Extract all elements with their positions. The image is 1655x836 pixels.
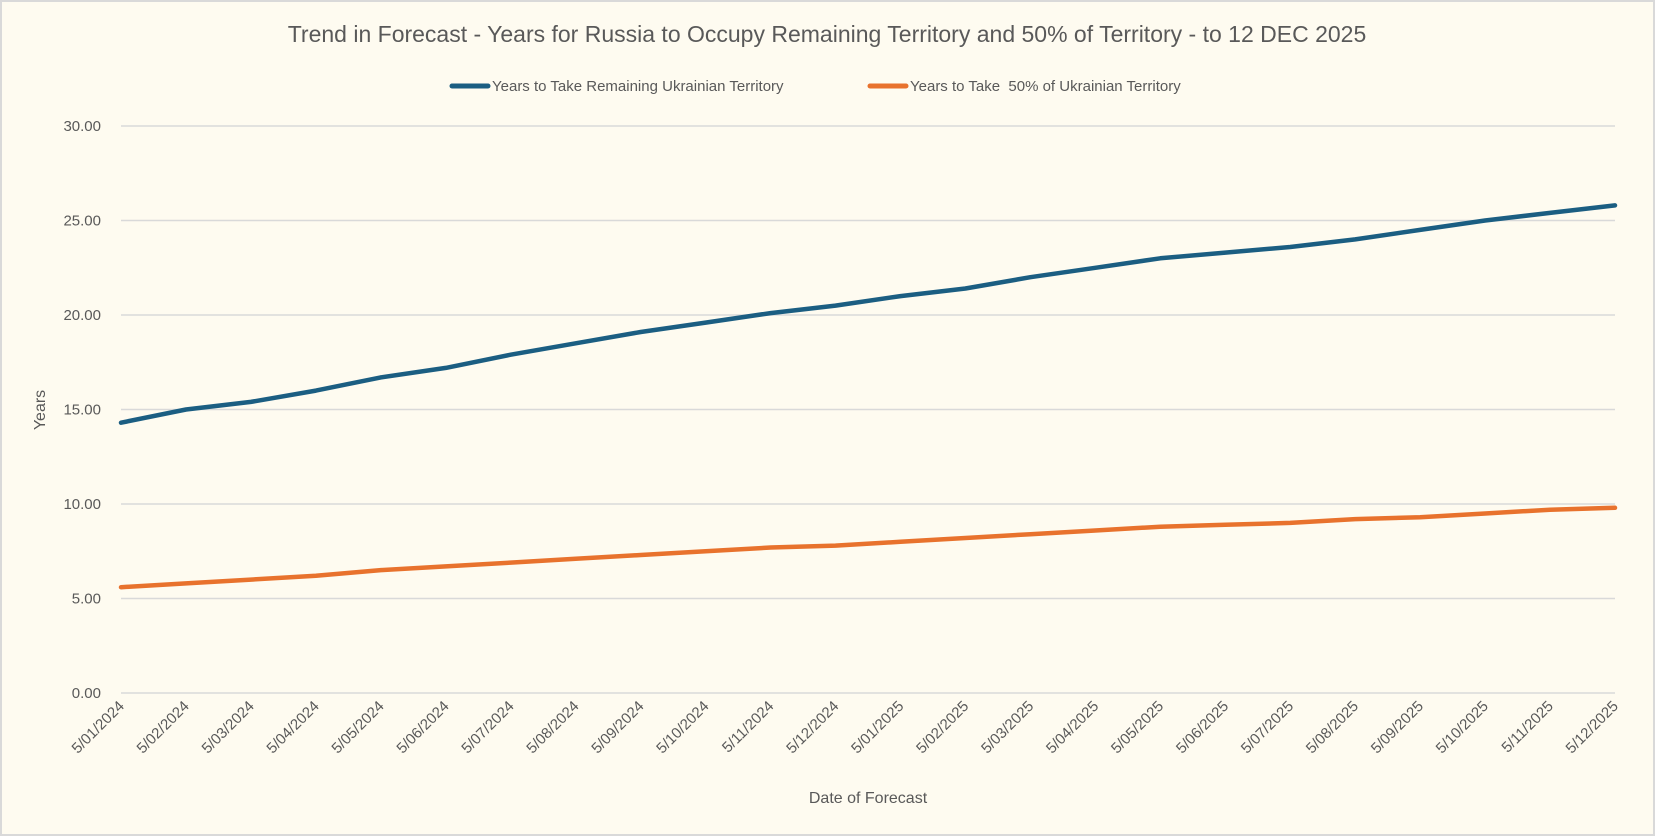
x-tick-label: 5/12/2024	[783, 698, 842, 757]
series-line-1	[118, 505, 1618, 590]
x-tick-label: 5/04/2024	[263, 698, 322, 757]
y-axis: 0.00 5.00 10.00 15.00 20.00 25.00 30.00	[63, 118, 101, 702]
x-tick-label: 5/09/2024	[588, 698, 647, 757]
x-tick-label: 5/07/2024	[458, 698, 517, 757]
y-tick-label: 15.00	[63, 402, 101, 419]
x-tick-label: 5/12/2025	[1563, 698, 1622, 757]
chart-title: Trend in Forecast - Years for Russia to …	[288, 21, 1367, 47]
x-tick-label: 5/07/2025	[1238, 698, 1297, 757]
y-tick-label: 5.00	[72, 591, 101, 608]
y-tick-label: 10.00	[63, 496, 101, 513]
series-line-0	[118, 203, 1618, 425]
y-tick-label: 30.00	[63, 118, 101, 135]
x-tick-label: 5/11/2024	[719, 698, 777, 756]
x-tick-label: 5/08/2024	[523, 698, 582, 757]
y-axis-title: Years	[32, 390, 49, 430]
x-axis: 5/01/2024 5/02/2024 5/03/2024 5/04/2024 5/05…	[69, 698, 1622, 757]
y-tick-label: 25.00	[63, 213, 101, 230]
x-tick-label: 5/10/2024	[653, 698, 712, 757]
y-tick-label: 0.00	[72, 685, 101, 702]
x-tick-label: 5/09/2025	[1368, 698, 1427, 757]
x-axis-title: Date of Forecast	[809, 790, 928, 807]
x-tick-label: 5/03/2025	[978, 698, 1037, 757]
x-tick-label: 5/02/2025	[913, 698, 972, 757]
gridlines	[121, 125, 1615, 694]
series-lines	[118, 203, 1618, 590]
x-tick-label: 5/06/2024	[393, 698, 452, 757]
x-tick-label: 5/11/2025	[1498, 698, 1556, 756]
x-tick-label: 5/10/2025	[1433, 698, 1492, 757]
legend: Years to Take Remaining Ukrainian Territ…	[449, 78, 1181, 95]
x-tick-label: 5/02/2024	[134, 698, 193, 757]
x-tick-label: 5/04/2025	[1043, 698, 1102, 757]
x-tick-label: 5/05/2025	[1108, 698, 1167, 757]
x-tick-label: 5/01/2025	[848, 698, 907, 757]
x-tick-label: 5/08/2025	[1303, 698, 1362, 757]
x-tick-label: 5/03/2024	[199, 698, 258, 757]
x-tick-label: 5/01/2024	[69, 698, 128, 757]
x-tick-label: 5/06/2025	[1173, 698, 1232, 757]
x-tick-label: 5/05/2024	[328, 698, 387, 757]
legend-label-remaining: Years to Take Remaining Ukrainian Territ…	[492, 78, 784, 95]
legend-label-50pct: Years to Take 50% of Ukrainian Territory	[910, 78, 1181, 95]
y-tick-label: 20.00	[63, 307, 101, 324]
